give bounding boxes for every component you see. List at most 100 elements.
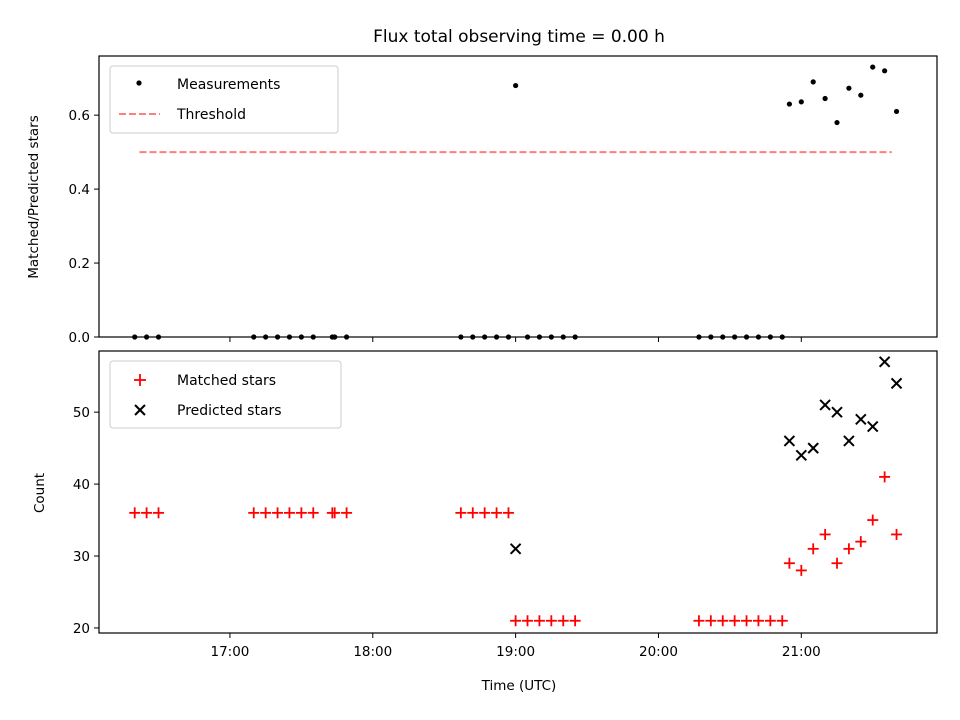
x-tick-label: 20:00 bbox=[639, 644, 678, 660]
matched-stars-point bbox=[819, 528, 831, 540]
measurement-point bbox=[822, 95, 828, 102]
matched-stars-point bbox=[248, 507, 260, 519]
measurement-point bbox=[572, 334, 578, 340]
matched-stars-point bbox=[533, 615, 545, 627]
bottom-plot-marks bbox=[129, 356, 903, 627]
legend-label-predicted-stars: Predicted stars bbox=[177, 403, 282, 419]
top-legend-box bbox=[109, 65, 339, 134]
y-tick-label: 50 bbox=[73, 405, 90, 421]
measurement-point bbox=[132, 334, 138, 340]
measurement-point bbox=[743, 334, 750, 340]
matched-stars-point bbox=[693, 615, 705, 627]
bottom-panel: 20 30 40 50 17:00 18:00 19:00 20:00 21:00 Count… bbox=[32, 350, 938, 694]
measurement-point bbox=[810, 79, 816, 85]
x-tick-label: 19:00 bbox=[496, 644, 535, 660]
predicted-stars-point bbox=[831, 406, 843, 418]
y-tick-label: 0.6 bbox=[69, 108, 90, 124]
bottom-y-axis-label: Count bbox=[32, 473, 48, 513]
matched-stars-point bbox=[129, 507, 141, 519]
measurement-point bbox=[310, 334, 316, 340]
measurement-point bbox=[343, 334, 350, 340]
y-tick-label: 30 bbox=[73, 549, 90, 565]
matched-stars-point bbox=[502, 507, 514, 519]
matched-stars-point bbox=[491, 507, 503, 519]
matched-stars-point bbox=[741, 615, 753, 627]
predicted-stars-point bbox=[878, 356, 891, 368]
predicted-stars-point bbox=[843, 435, 855, 447]
bottom-y-ticks: 20 30 40 50 bbox=[73, 405, 99, 637]
matched-stars-point bbox=[557, 615, 569, 627]
measurement-point bbox=[144, 334, 150, 340]
y-tick-label: 20 bbox=[73, 621, 90, 637]
matched-stars-point bbox=[705, 615, 717, 627]
matched-stars-point bbox=[141, 507, 153, 519]
measurement-point bbox=[708, 334, 714, 340]
matched-stars-point bbox=[307, 507, 319, 519]
measurement-point bbox=[298, 334, 304, 340]
measurement-point bbox=[870, 64, 876, 70]
x-axis-label: Time (UTC) bbox=[481, 678, 557, 694]
predicted-stars-point bbox=[783, 435, 796, 447]
matched-stars-point bbox=[522, 615, 534, 627]
matched-stars-point bbox=[329, 507, 341, 519]
matched-stars-point bbox=[879, 471, 891, 483]
legend-plus-icon bbox=[134, 374, 146, 386]
matched-stars-point bbox=[867, 514, 879, 526]
matched-stars-point bbox=[569, 615, 581, 627]
legend-label-threshold: Threshold bbox=[176, 107, 246, 123]
matched-stars-point bbox=[843, 543, 855, 555]
matched-stars-point bbox=[272, 507, 284, 519]
measurement-point bbox=[755, 334, 762, 340]
matched-stars-point bbox=[795, 564, 807, 576]
matched-stars-point bbox=[467, 507, 479, 519]
measurement-point bbox=[251, 334, 257, 340]
matched-stars-point bbox=[752, 615, 764, 627]
y-tick-label: 0.0 bbox=[69, 330, 90, 346]
measurement-point bbox=[274, 334, 281, 340]
predicted-stars-point bbox=[807, 442, 819, 454]
measurement-point bbox=[696, 334, 702, 340]
matched-stars-point bbox=[455, 507, 467, 519]
matched-stars-point bbox=[729, 615, 741, 627]
matched-stars-point bbox=[260, 507, 272, 519]
top-y-ticks: 0.0 0.2 0.4 0.6 bbox=[69, 108, 99, 346]
predicted-stars-point bbox=[509, 543, 522, 555]
matched-stars-point bbox=[776, 615, 788, 627]
legend-label-matched-stars: Matched stars bbox=[177, 373, 276, 389]
predicted-stars-point bbox=[890, 377, 903, 390]
measurement-point bbox=[536, 334, 543, 340]
y-tick-label: 0.2 bbox=[69, 256, 90, 272]
matched-stars-point bbox=[764, 615, 776, 627]
measurement-point bbox=[524, 334, 531, 340]
predicted-stars-point bbox=[795, 449, 808, 462]
y-tick-label: 40 bbox=[73, 477, 90, 493]
measurement-point bbox=[893, 108, 900, 115]
top-plot-marks bbox=[132, 64, 900, 340]
predicted-stars-point bbox=[819, 399, 831, 411]
top-legend: Measurements Threshold bbox=[109, 65, 339, 134]
measurement-point bbox=[732, 334, 738, 340]
measurement-point bbox=[786, 101, 792, 107]
matched-stars-point bbox=[783, 557, 795, 569]
measurement-point bbox=[505, 334, 512, 340]
measurement-point bbox=[846, 85, 852, 91]
top-y-axis-label: Matched/Predicted stars bbox=[26, 115, 42, 278]
measurement-point bbox=[155, 334, 162, 340]
matched-stars-point bbox=[510, 615, 522, 627]
measurement-point bbox=[513, 82, 519, 89]
measurement-point bbox=[493, 334, 500, 340]
y-tick-label: 0.4 bbox=[69, 182, 90, 198]
matched-stars-point bbox=[891, 528, 903, 540]
matched-stars-point bbox=[295, 507, 307, 519]
matched-stars-point bbox=[807, 543, 819, 555]
x-tick-label: 17:00 bbox=[210, 644, 249, 660]
predicted-stars-point bbox=[855, 413, 867, 426]
measurement-point bbox=[779, 334, 785, 340]
measurement-point bbox=[560, 334, 566, 340]
measurement-point bbox=[882, 68, 888, 74]
matched-stars-point bbox=[283, 507, 295, 519]
predicted-stars-point bbox=[867, 420, 879, 433]
measurement-point bbox=[548, 334, 554, 340]
measurement-point bbox=[470, 334, 476, 340]
